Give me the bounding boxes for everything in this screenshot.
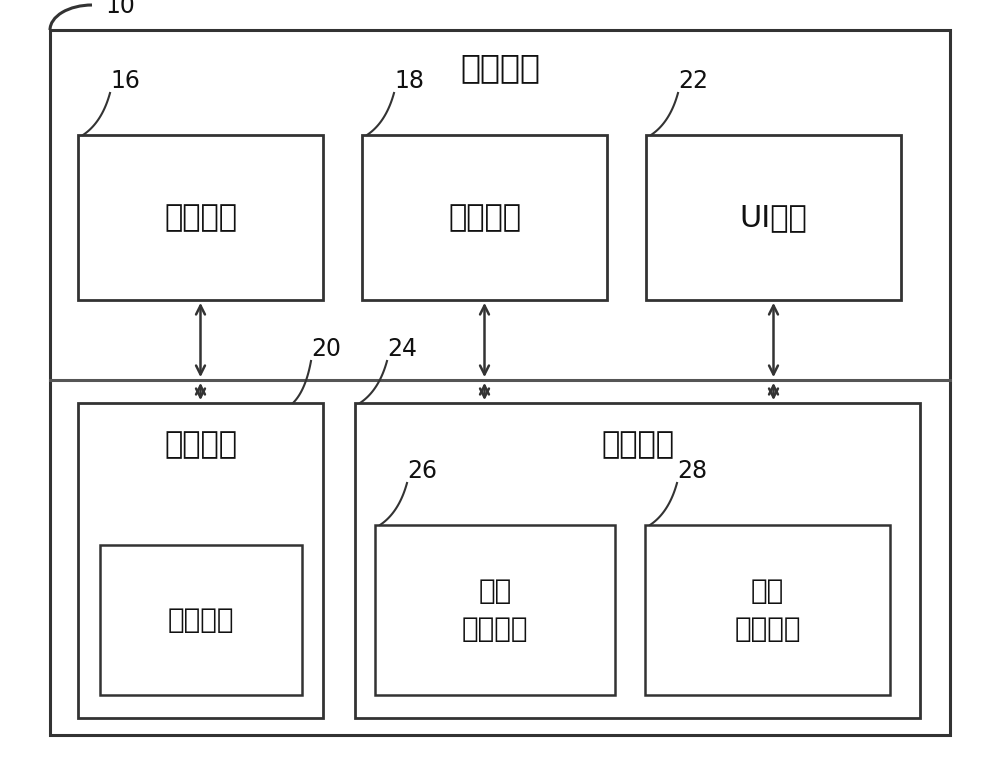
Text: 16: 16 <box>110 69 140 93</box>
Text: 20: 20 <box>311 337 341 361</box>
Text: 22: 22 <box>678 69 708 93</box>
Text: 显示
控制单元: 显示 控制单元 <box>734 577 801 644</box>
Bar <box>375 525 615 695</box>
Text: 帮助文件: 帮助文件 <box>168 606 234 634</box>
Bar <box>355 403 920 718</box>
Text: 28: 28 <box>677 459 707 483</box>
Text: 24: 24 <box>387 337 417 361</box>
Bar <box>646 135 901 300</box>
Text: 控制单元: 控制单元 <box>601 430 674 460</box>
Bar <box>362 135 607 300</box>
Text: 26: 26 <box>407 459 437 483</box>
Bar <box>100 545 302 695</box>
Text: 10: 10 <box>105 0 135 18</box>
Bar <box>78 403 323 718</box>
Bar <box>78 135 323 300</box>
Text: 成像单元: 成像单元 <box>448 203 521 232</box>
Text: 存储
控制单元: 存储 控制单元 <box>462 577 528 644</box>
Text: 通信单元: 通信单元 <box>164 203 237 232</box>
Text: 成像设备: 成像设备 <box>460 52 540 84</box>
Text: 18: 18 <box>394 69 424 93</box>
Text: 存储单元: 存储单元 <box>164 430 237 460</box>
Text: UI单元: UI单元 <box>740 203 807 232</box>
Bar <box>645 525 890 695</box>
